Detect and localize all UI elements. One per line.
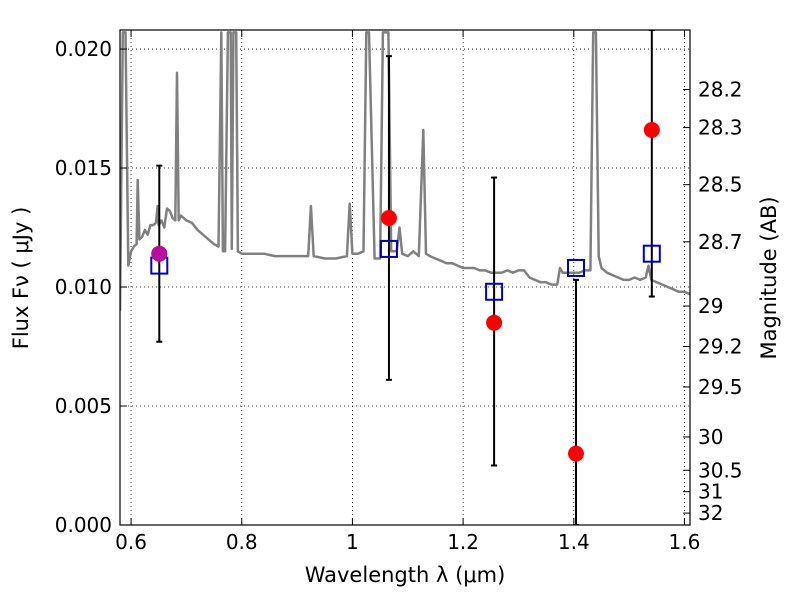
observed-flux-point xyxy=(568,445,584,462)
right-tick-label: 32 xyxy=(698,501,723,525)
x-tick-label: 1.2 xyxy=(447,530,479,554)
spectrum-line xyxy=(120,31,690,311)
right-tick-label: 30.5 xyxy=(698,458,743,482)
right-tick-label: 28.5 xyxy=(698,173,743,197)
x-tick-label: 0.6 xyxy=(115,530,147,554)
right-tick-label: 29.2 xyxy=(698,335,743,359)
model-flux-square xyxy=(642,244,661,263)
x-tick-label: 1 xyxy=(346,530,359,554)
right-tick-label: 29.5 xyxy=(698,375,743,399)
model-flux-square xyxy=(567,258,585,277)
right-axis-label: Magnitude (AB) xyxy=(757,196,781,359)
ticks: 0.6 0.8 1 1.2 1.4 1.6 0.000 0.005 0.010 0.015 0.02… xyxy=(55,30,743,554)
y-axis-label: Flux Fν ( μJy ) xyxy=(9,207,33,350)
x-axis-label: Wavelength λ (μm) xyxy=(305,563,506,587)
right-tick-label: 28.2 xyxy=(698,77,743,101)
highlighted-flux-point xyxy=(151,245,168,262)
model-flux-square xyxy=(379,239,398,258)
right-tick-label: 28.3 xyxy=(698,116,743,140)
y-tick-label: 0.000 xyxy=(55,513,112,537)
x-tick-label: 1.4 xyxy=(558,530,590,554)
plot-area xyxy=(120,30,690,525)
y-tick-label: 0.010 xyxy=(55,275,112,299)
right-tick-label: 31 xyxy=(698,480,723,504)
model-flux-square xyxy=(485,282,504,301)
plot-frame xyxy=(119,29,691,526)
observed-flux-point xyxy=(643,121,660,138)
observed-flux-point xyxy=(380,210,397,227)
x-tick-label: 0.8 xyxy=(226,530,258,554)
right-tick-label: 29 xyxy=(698,294,723,318)
y-tick-label: 0.005 xyxy=(55,394,112,418)
x-tick-label: 1.6 xyxy=(669,530,701,554)
observed-flux-point xyxy=(486,314,503,331)
y-tick-label: 0.020 xyxy=(55,37,112,61)
y-tick-label: 0.015 xyxy=(55,156,112,180)
right-tick-label: 28.7 xyxy=(698,230,743,254)
right-tick-label: 30 xyxy=(698,425,723,449)
